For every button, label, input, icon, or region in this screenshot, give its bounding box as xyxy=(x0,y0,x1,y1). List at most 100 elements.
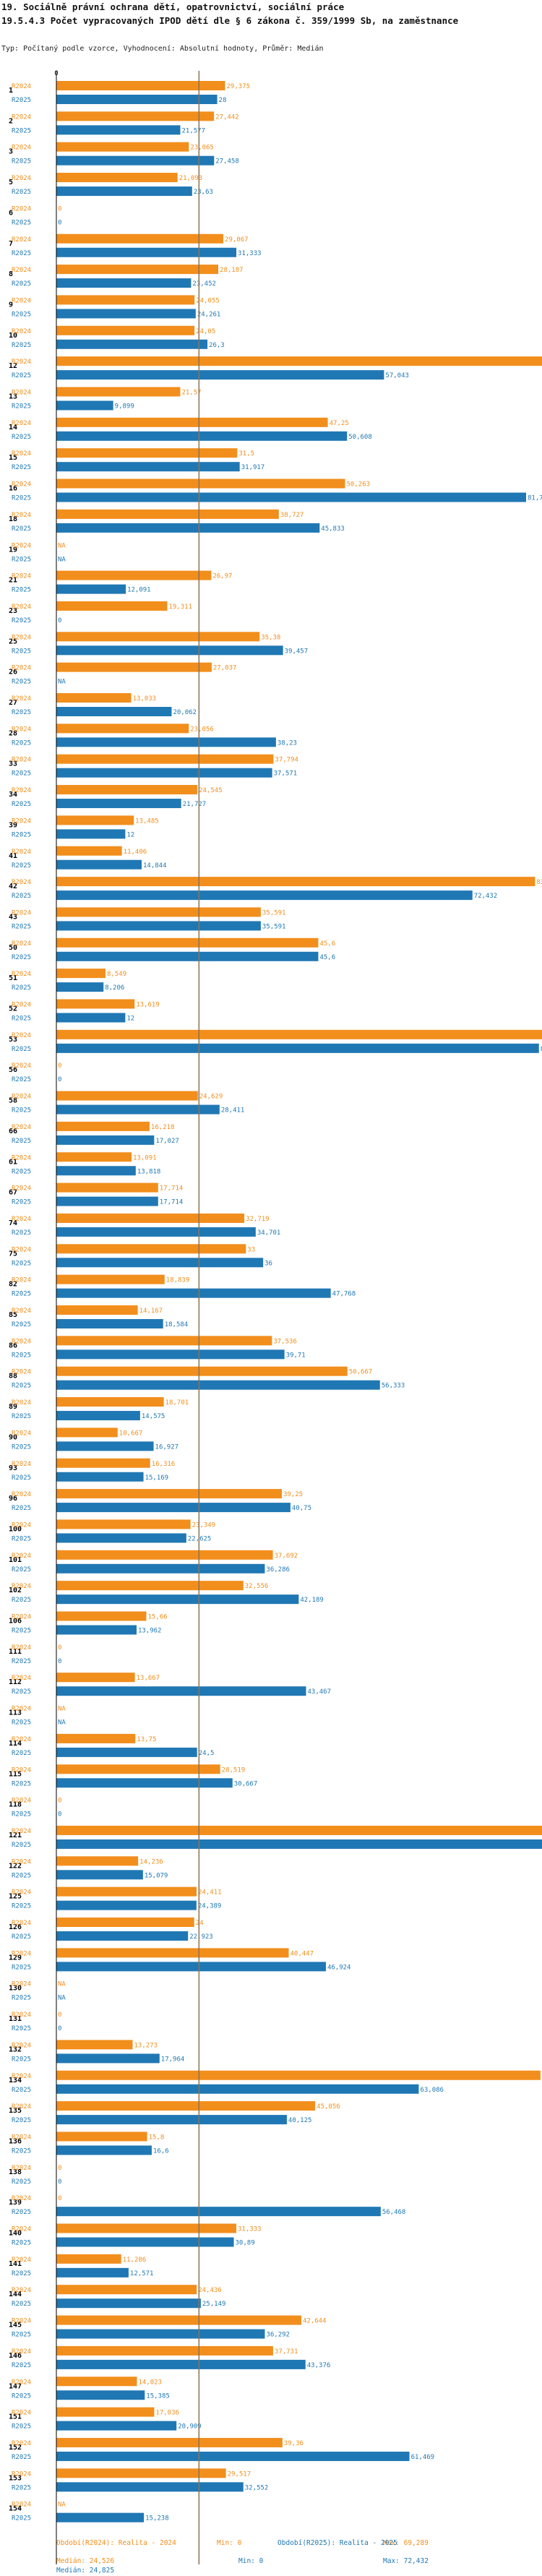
value-label: 21,093 xyxy=(179,175,203,182)
bar-r2025 xyxy=(56,799,181,809)
bar-r2025 xyxy=(56,1227,256,1237)
bar-r2024 xyxy=(56,1366,348,1376)
category-label: 151 xyxy=(9,2413,22,2421)
legend-2024-max: Max: 69,289 xyxy=(383,2539,429,2547)
series-label: R2025 xyxy=(12,1413,31,1420)
value-label: 0 xyxy=(58,1062,61,1070)
category-label: 16 xyxy=(9,485,17,493)
bar-r2025 xyxy=(56,1778,233,1788)
value-label: 42,189 xyxy=(300,1597,324,1604)
value-label: 31,5 xyxy=(238,450,254,458)
bar-r2025 xyxy=(56,1931,189,1941)
value-label: 14,167 xyxy=(139,1308,163,1315)
value-label: 22,923 xyxy=(189,1933,213,1941)
bar-r2024 xyxy=(56,1182,158,1193)
series-label: R2025 xyxy=(12,984,31,992)
value-label: 37,571 xyxy=(274,770,298,778)
value-label: 40,125 xyxy=(288,2117,312,2124)
series-label: R2025 xyxy=(12,923,31,930)
value-label: 0 xyxy=(58,617,61,624)
series-label: R2024 xyxy=(12,1766,31,1774)
series-label: R2024 xyxy=(12,205,31,212)
bar-r2024 xyxy=(56,233,224,244)
bar-r2024 xyxy=(56,509,279,519)
category-label: 131 xyxy=(9,2015,22,2023)
bar-r2024 xyxy=(56,2254,121,2264)
series-label: R2024 xyxy=(12,665,31,672)
series-label: R2024 xyxy=(12,1002,31,1009)
bar-r2024 xyxy=(56,1397,164,1407)
series-label: R2024 xyxy=(12,1032,31,1039)
bar-r2025 xyxy=(56,1013,126,1023)
bar-r2025 xyxy=(56,2084,419,2094)
category-label: 6 xyxy=(9,209,13,217)
value-label: 50,667 xyxy=(349,1369,373,1376)
value-label: 20,909 xyxy=(178,2423,202,2431)
series-label: R2025 xyxy=(12,1750,31,1757)
value-label: 21,577 xyxy=(182,127,206,134)
category-label: 129 xyxy=(9,1954,22,1962)
bar-r2025 xyxy=(56,2145,152,2155)
category-label: 56 xyxy=(9,1066,17,1074)
bar-r2025 xyxy=(56,1686,306,1696)
series-label: R2025 xyxy=(12,1505,31,1512)
bar-r2024 xyxy=(56,1152,132,1162)
bar-r2024 xyxy=(56,387,181,397)
bar-r2024 xyxy=(56,724,189,734)
bar-r2025 xyxy=(56,859,142,870)
category-label: 118 xyxy=(9,1801,22,1809)
series-label: R2025 xyxy=(12,893,31,900)
value-label: 32,719 xyxy=(246,1216,270,1223)
series-label: R2025 xyxy=(12,434,31,441)
series-label: R2024 xyxy=(12,1521,31,1529)
series-label: R2025 xyxy=(12,2423,31,2431)
series-label: R2024 xyxy=(12,940,31,948)
value-label: 43,467 xyxy=(307,1688,331,1696)
category-label: 28 xyxy=(9,729,17,737)
value-label: NA xyxy=(58,1995,66,2002)
value-label: 17,036 xyxy=(155,2410,179,2417)
series-label: R2025 xyxy=(12,403,31,411)
bar-r2025 xyxy=(56,1349,285,1360)
series-label: R2025 xyxy=(12,1443,31,1451)
bar-r2024 xyxy=(56,1673,135,1683)
value-label: NA xyxy=(58,2502,66,2509)
value-label: 13,667 xyxy=(137,1675,160,1682)
value-label: 14,844 xyxy=(143,862,167,870)
value-label: 9,899 xyxy=(115,403,134,411)
legend-2025-min: Min: 0 xyxy=(238,2557,264,2565)
series-label: R2024 xyxy=(12,83,31,90)
value-label: 72,432 xyxy=(474,893,498,900)
value-label: 35,38 xyxy=(261,634,280,641)
series-label: R2024 xyxy=(12,1338,31,1345)
series-label: R2024 xyxy=(12,1185,31,1193)
category-label: 82 xyxy=(9,1281,17,1289)
series-label: R2024 xyxy=(12,1461,31,1468)
category-label: 7 xyxy=(9,240,13,248)
category-label: 52 xyxy=(9,1005,17,1013)
series-label: R2024 xyxy=(12,1950,31,1957)
series-label: R2024 xyxy=(12,2410,31,2417)
category-label: 15 xyxy=(9,454,17,462)
value-label: 56,468 xyxy=(382,2209,406,2216)
value-label: 45,833 xyxy=(321,525,345,533)
series-label: R2024 xyxy=(12,1094,31,1101)
value-label: 47,768 xyxy=(332,1291,356,1298)
value-label: 24,05 xyxy=(196,328,215,335)
series-label: R2025 xyxy=(12,1138,31,1145)
value-label: 13,091 xyxy=(133,1154,157,1162)
value-label: 8,206 xyxy=(105,984,124,992)
value-label: 37,536 xyxy=(273,1338,297,1345)
value-label: 17,714 xyxy=(160,1185,184,1193)
series-label: R2024 xyxy=(12,1798,31,1805)
value-label: 18,584 xyxy=(165,1321,189,1328)
bar-r2025 xyxy=(56,523,320,533)
bar-r2024 xyxy=(56,662,212,672)
value-label: 14,575 xyxy=(142,1413,165,1420)
category-label: 26 xyxy=(9,669,17,677)
value-label: 33 xyxy=(247,1246,255,1253)
series-label: R2024 xyxy=(12,2042,31,2049)
series-label: R2024 xyxy=(12,542,31,549)
value-label: 37,731 xyxy=(275,2348,298,2356)
